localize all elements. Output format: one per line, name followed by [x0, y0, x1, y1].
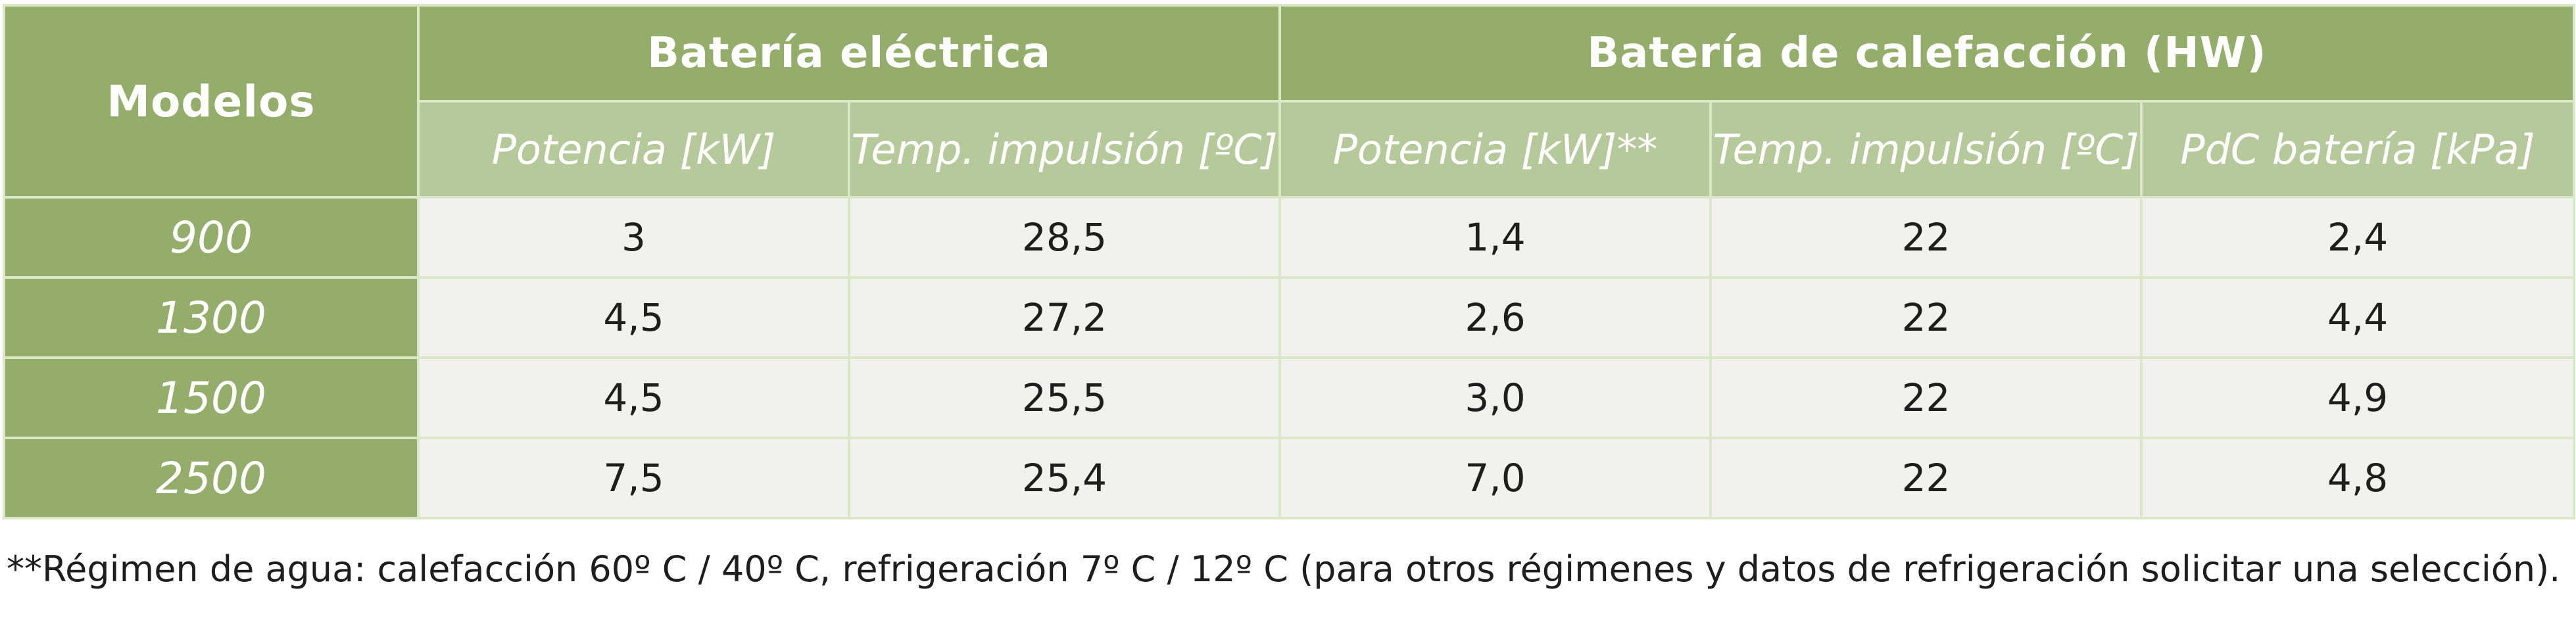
table-cell: 22 — [1709, 437, 2143, 519]
model-cell: 2500 — [3, 437, 420, 519]
table-cell: 28,5 — [848, 196, 1281, 279]
group-header-heating-battery: Batería de calefacción (HW) — [1278, 4, 2576, 103]
models-header: Modelos — [3, 4, 420, 199]
group-header-electric-battery: Batería eléctrica — [417, 4, 1281, 103]
table-row: 1300 4,5 27,2 2,6 22 4,4 — [3, 276, 2576, 359]
table-cell: 7,0 — [1278, 437, 1712, 519]
table-cell: 4,8 — [2139, 437, 2576, 519]
spec-table: Modelos Batería eléctrica Batería de cal… — [3, 4, 2576, 519]
table-cell: 22 — [1709, 356, 2143, 439]
table-cell: 2,6 — [1278, 276, 1712, 359]
table-cell: 4,9 — [2139, 356, 2576, 439]
table-cell: 27,2 — [848, 276, 1281, 359]
sub-header-pressure-drop: PdC batería [kPa] — [2139, 100, 2576, 199]
table-cell: 25,5 — [848, 356, 1281, 439]
table-row: 900 3 28,5 1,4 22 2,4 — [3, 196, 2576, 279]
table-cell: 4,4 — [2139, 276, 2576, 359]
table-cell: 2,4 — [2139, 196, 2576, 279]
spec-table-container: Modelos Batería eléctrica Batería de cal… — [3, 4, 2576, 519]
table-row: 1500 4,5 25,5 3,0 22 4,9 — [3, 356, 2576, 439]
model-cell: 900 — [3, 196, 420, 279]
table-row: 2500 7,5 25,4 7,0 22 4,8 — [3, 437, 2576, 519]
table-cell: 4,5 — [417, 356, 850, 439]
table-cell: 3 — [417, 196, 850, 279]
sub-header-supply-temp-electric: Temp. impulsión [ºC] — [848, 100, 1281, 199]
sub-header-row: Potencia [kW] Temp. impulsión [ºC] Poten… — [4, 100, 2576, 199]
table-cell: 22 — [1709, 276, 2143, 359]
sub-header-supply-temp-heating: Temp. impulsión [ºC] — [1709, 100, 2143, 199]
sub-header-power-heating: Potencia [kW]** — [1278, 100, 1712, 199]
table-cell: 1,4 — [1278, 196, 1712, 279]
group-header-row: Modelos Batería eléctrica Batería de cal… — [3, 4, 2576, 199]
sub-header-power-electric: Potencia [kW] — [417, 100, 850, 199]
model-cell: 1500 — [3, 356, 420, 439]
table-cell: 25,4 — [848, 437, 1281, 519]
table-cell: 4,5 — [417, 276, 850, 359]
table-cell: 3,0 — [1278, 356, 1712, 439]
table-cell: 22 — [1709, 196, 2143, 279]
model-cell: 1300 — [3, 276, 420, 359]
table-cell: 7,5 — [417, 437, 850, 519]
footnote: **Régimen de agua: calefacción 60º C / 4… — [7, 548, 2561, 590]
